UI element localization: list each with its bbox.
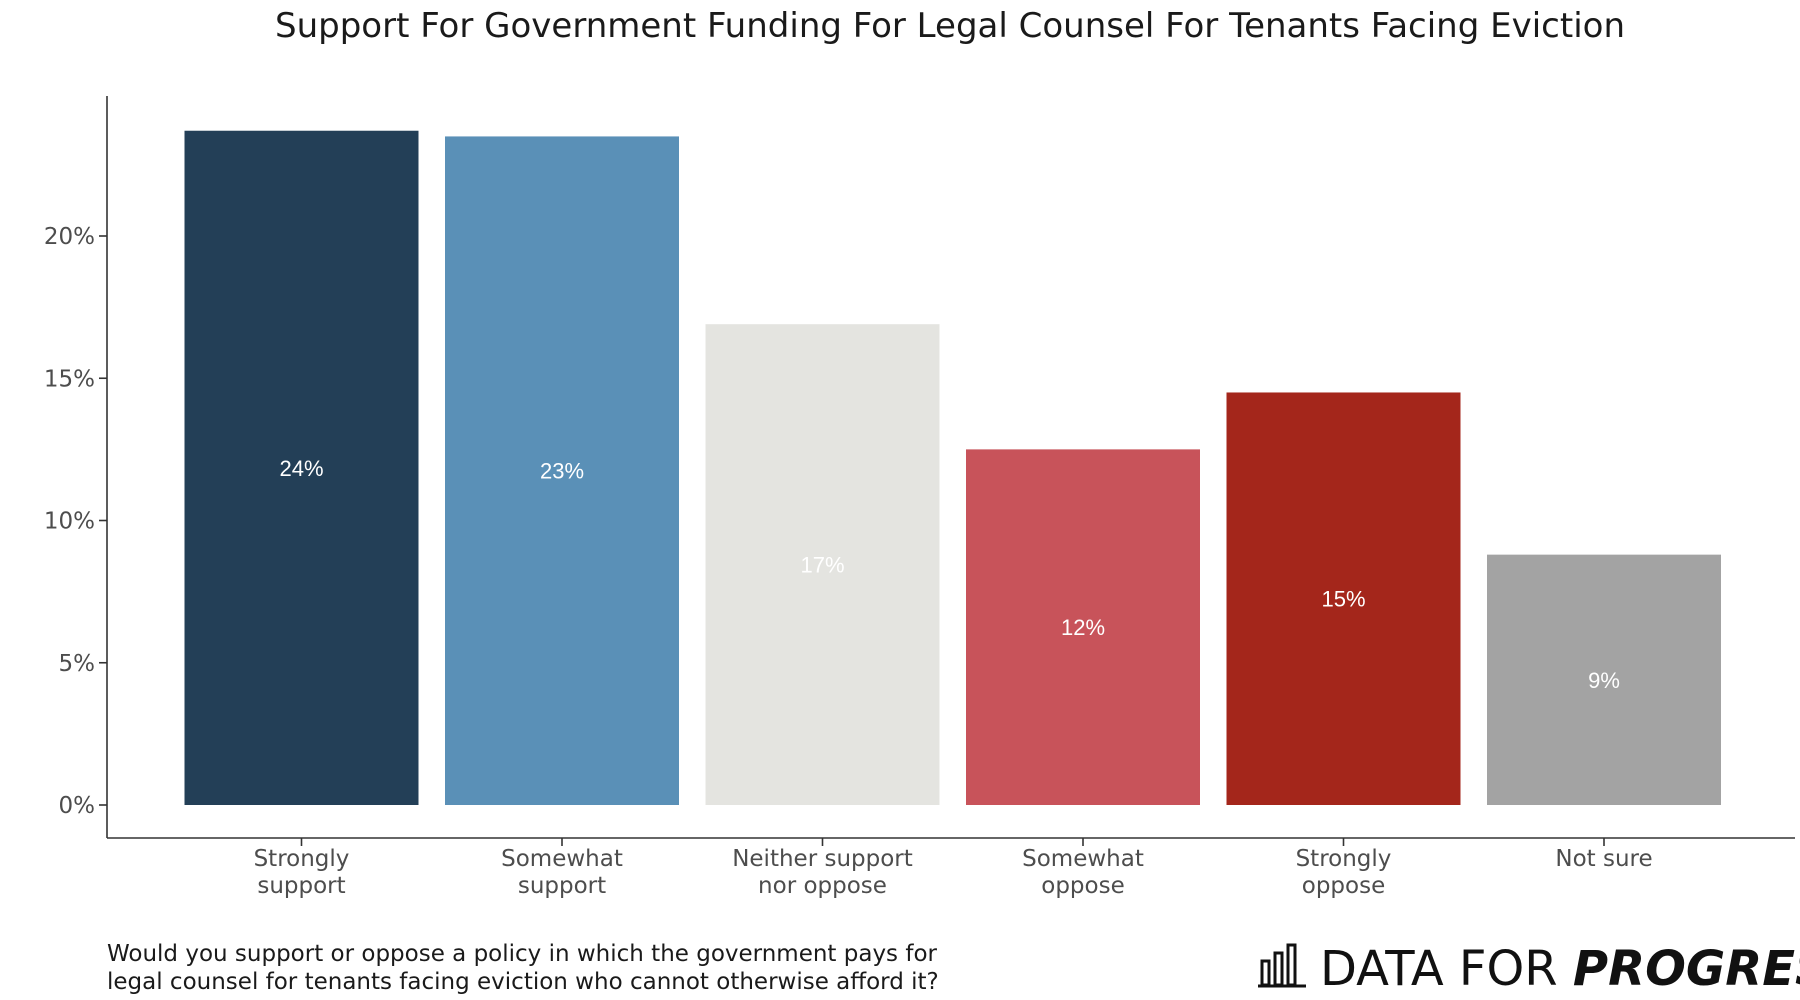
bar-data-label-1: 23% — [540, 459, 584, 484]
bar-data-label-4: 15% — [1321, 587, 1365, 612]
x-tick-label-2-line-1: nor oppose — [758, 873, 887, 899]
x-tick-label-4: Strongly oppose — [1296, 846, 1392, 899]
x-tick-label-2-line-0: Neither support — [732, 846, 913, 872]
x-tick-label-1-line-1: support — [518, 873, 606, 899]
x-tick-label-0-line-1: support — [257, 873, 345, 899]
bar-0 — [184, 130, 419, 806]
x-tick-label-1-line-0: Somewhat — [501, 846, 623, 872]
y-tick-label-2: 10% — [44, 509, 95, 535]
y-tick-label-3: 15% — [44, 366, 95, 392]
x-tick-label-0: Strongly support — [254, 846, 350, 899]
brand-bold-text: PROGRESS — [1573, 941, 1800, 997]
y-tick-label-0: 0% — [59, 793, 96, 819]
caption-line-2: legal counsel for tenants facing evictio… — [107, 969, 939, 995]
bars-group — [184, 130, 1721, 806]
x-tick-label-5: Not sure — [1555, 846, 1652, 872]
bar-1 — [445, 136, 679, 806]
bar-data-label-5: 9% — [1588, 668, 1620, 693]
x-tick-label-2: Neither support nor oppose — [732, 846, 913, 899]
bar-4 — [1226, 392, 1461, 805]
chart-title: Support For Government Funding For Legal… — [275, 6, 1625, 46]
x-tick-label-4-line-1: oppose — [1302, 873, 1385, 899]
brand-wordmark: DATA FOR PROGRESS — [1320, 941, 1800, 997]
y-axis-ticks: 0% 5% 10% 15% 20% — [44, 224, 107, 819]
bar-2 — [705, 324, 940, 805]
x-tick-label-3: Somewhat oppose — [1022, 846, 1144, 899]
bar-chart-logo-icon — [1258, 943, 1306, 988]
bar-data-label-2: 17% — [800, 553, 844, 578]
bar-data-label-3: 12% — [1061, 615, 1105, 640]
caption-line-1: Would you support or oppose a policy in … — [107, 941, 938, 967]
bar-3 — [966, 449, 1200, 805]
bar-data-label-0: 24% — [279, 456, 323, 481]
brand-light-text: DATA FOR — [1320, 941, 1573, 997]
bar-labels-group: 24% 23% 17% 12% 15% 9% — [279, 456, 1619, 693]
bar-5 — [1487, 554, 1721, 805]
x-tick-label-0-line-0: Strongly — [254, 846, 350, 872]
x-tick-label-3-line-1: oppose — [1041, 873, 1124, 899]
x-tick-label-3-line-0: Somewhat — [1022, 846, 1144, 872]
y-tick-label-4: 20% — [44, 224, 95, 250]
x-tick-label-4-line-0: Strongly — [1296, 846, 1392, 872]
x-tick-label-1: Somewhat support — [501, 846, 623, 899]
x-tick-label-5-line-0: Not sure — [1555, 846, 1652, 872]
y-tick-label-1: 5% — [59, 651, 96, 677]
